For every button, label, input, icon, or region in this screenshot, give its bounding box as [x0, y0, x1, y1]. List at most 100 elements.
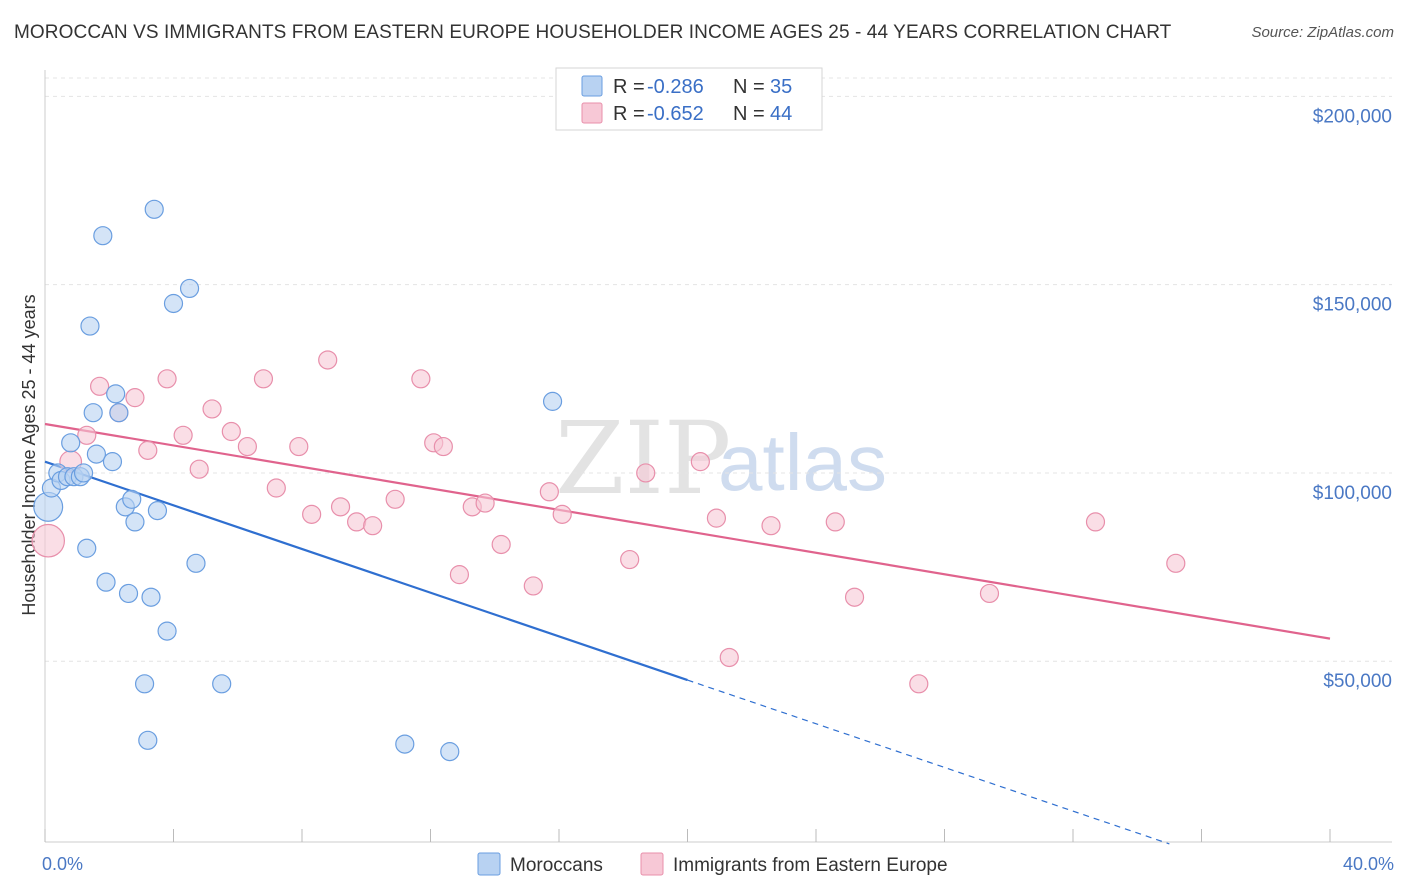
- moroccans-points: [33, 199, 563, 762]
- eastern-europe-point: [411, 369, 431, 389]
- moroccans-point: [141, 587, 161, 607]
- moroccans-point: [86, 444, 107, 464]
- x-tick-labels: 0.0% 40.0%: [42, 854, 1394, 874]
- moroccans-point: [163, 293, 184, 314]
- eastern-europe-point: [138, 440, 158, 460]
- trend-line-moroccans-extension: [687, 679, 1170, 845]
- moroccans-point: [440, 742, 460, 762]
- eastern-europe-point: [157, 369, 177, 389]
- eastern-europe-point: [31, 523, 66, 558]
- legend-n-value-moroccans: 35: [770, 76, 792, 98]
- moroccans-point: [134, 674, 155, 694]
- trend-line-moroccans: [44, 460, 688, 682]
- moroccans-point: [106, 384, 126, 404]
- eastern-europe-point: [77, 425, 97, 445]
- eastern-europe-point: [1166, 553, 1186, 573]
- eastern-europe-point: [706, 508, 727, 528]
- moroccans-point: [147, 501, 168, 521]
- eastern-europe-point: [1085, 512, 1106, 532]
- eastern-europe-point: [253, 369, 274, 389]
- moroccans-point: [125, 512, 145, 532]
- legend-n-label-eastern-europe: N =: [733, 103, 765, 125]
- moroccans-point: [96, 572, 116, 592]
- moroccans-point: [93, 226, 113, 246]
- moroccans-point: [212, 674, 232, 694]
- legend-r-label-moroccans: R =: [613, 76, 645, 98]
- eastern-europe-point: [433, 436, 453, 457]
- watermark: ZIP atlas: [555, 400, 887, 517]
- legend-r-value-moroccans: -0.286: [647, 76, 704, 98]
- eastern-europe-point: [237, 436, 257, 457]
- axes: [44, 70, 1392, 843]
- source-label: Source: ZipAtlas.com: [1251, 24, 1394, 41]
- eastern-europe-point: [844, 587, 865, 607]
- eastern-europe-point: [347, 512, 367, 532]
- eastern-europe-point: [302, 504, 322, 524]
- y-axis-label: Householder Income Ages 25 - 44 years: [19, 294, 39, 615]
- y-tick-labels: $50,000 $100,000 $150,000 $200,000: [1313, 106, 1392, 692]
- moroccans-point: [157, 621, 177, 641]
- legend-r-label-eastern-europe: R =: [613, 103, 645, 125]
- moroccans-point: [83, 403, 103, 423]
- legend-swatch-eastern-europe: [581, 102, 603, 124]
- eastern-europe-point: [539, 482, 559, 502]
- eastern-europe-point: [90, 376, 110, 396]
- eastern-europe-point: [363, 516, 383, 536]
- moroccans-point: [179, 278, 200, 299]
- eastern-europe-point: [620, 549, 640, 570]
- watermark-atlas: atlas: [718, 418, 887, 507]
- y-tick-label: $50,000: [1323, 671, 1392, 692]
- y-tick-label: $100,000: [1313, 483, 1392, 504]
- trend-line-eastern-europe: [44, 422, 1331, 640]
- bottom-legend-swatch-eastern-europe: [640, 852, 664, 876]
- trend-lines: [44, 422, 1331, 845]
- eastern-europe-point: [289, 436, 309, 457]
- legend-n-label-moroccans: N =: [733, 76, 765, 98]
- bottom-legend-label-moroccans: Moroccans: [510, 855, 603, 876]
- y-tick-label: $150,000: [1313, 295, 1392, 316]
- eastern-europe-point: [189, 459, 209, 479]
- eastern-europe-point: [636, 463, 656, 483]
- moroccans-point: [122, 489, 142, 509]
- eastern-europe-point: [449, 565, 470, 585]
- eastern-europe-point: [491, 534, 511, 555]
- gridlines: [45, 77, 1392, 662]
- eastern-europe-point: [552, 504, 572, 524]
- eastern-europe-point: [318, 350, 338, 370]
- legend-r-value-eastern-europe: -0.652: [647, 103, 704, 125]
- moroccans-point: [77, 538, 97, 558]
- eastern-europe-points: [31, 350, 1186, 694]
- moroccans-point: [109, 403, 129, 423]
- moroccans-point: [186, 553, 206, 573]
- moroccans-point: [73, 463, 94, 483]
- eastern-europe-point: [385, 489, 405, 509]
- moroccans-point: [395, 734, 415, 754]
- eastern-europe-point: [761, 516, 781, 536]
- eastern-europe-point: [825, 512, 845, 532]
- legend: R = -0.286 N = 35 R = -0.652 N = 44: [555, 67, 823, 131]
- moroccans-point: [144, 199, 164, 219]
- bottom-legend: Moroccans Immigrants from Eastern Europe: [477, 852, 948, 876]
- moroccans-point: [80, 316, 100, 336]
- bottom-legend-swatch-moroccans: [477, 852, 501, 876]
- eastern-europe-point: [266, 478, 286, 498]
- eastern-europe-point: [221, 421, 241, 442]
- eastern-europe-point: [330, 497, 351, 517]
- eastern-europe-point: [909, 674, 929, 694]
- eastern-europe-point: [202, 399, 222, 419]
- eastern-europe-point: [523, 576, 543, 596]
- y-tick-label: $200,000: [1313, 106, 1392, 127]
- legend-n-value-eastern-europe: 44: [770, 103, 792, 125]
- moroccans-point: [138, 730, 158, 750]
- eastern-europe-point: [125, 388, 145, 408]
- moroccans-point: [542, 391, 563, 411]
- eastern-europe-point: [690, 452, 710, 472]
- bottom-legend-label-eastern-europe: Immigrants from Eastern Europe: [673, 855, 948, 876]
- moroccans-point: [61, 433, 81, 453]
- x-tick-label-min: 0.0%: [42, 854, 83, 874]
- x-tick-label-max: 40.0%: [1343, 854, 1394, 874]
- chart-title: MOROCCAN VS IMMIGRANTS FROM EASTERN EURO…: [14, 22, 1172, 43]
- eastern-europe-point: [719, 647, 739, 668]
- eastern-europe-point: [475, 493, 495, 513]
- moroccans-point: [102, 452, 123, 472]
